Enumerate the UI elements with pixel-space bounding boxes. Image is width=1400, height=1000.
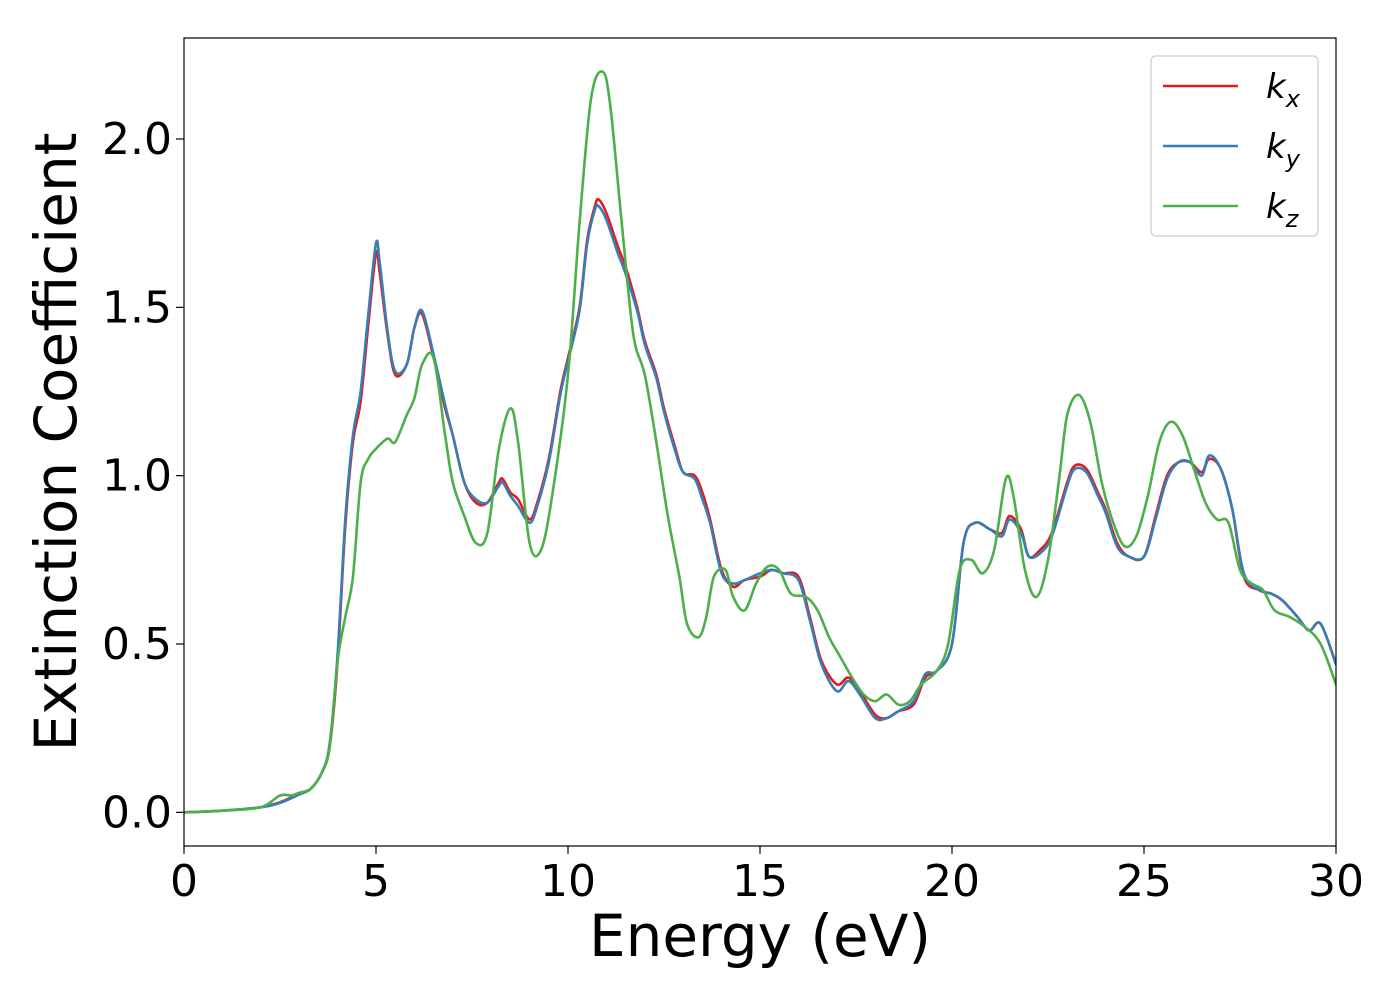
x-axis-ticks: 0 5 10 15 20 25 30 [170,846,1364,907]
x-tick-label: 20 [924,856,980,907]
x-tick-label: 0 [170,856,198,907]
x-tick-label: 25 [1116,856,1172,907]
y-tick-label: 0.0 [102,787,172,838]
x-tick-label: 30 [1308,856,1364,907]
plot-area [183,37,1337,847]
series-line-y [184,203,1336,814]
y-axis-ticks: 0.0 0.5 1.0 1.5 2.0 [102,114,184,838]
x-tick-label: 10 [540,856,596,907]
y-tick-label: 2.0 [102,114,172,165]
series-layer [184,70,1336,814]
y-tick-label: 1.0 [102,451,172,502]
x-axis-title: Energy (eV) [589,902,931,970]
y-tick-label: 1.5 [102,282,172,333]
x-tick-label: 5 [362,856,390,907]
y-tick-label: 0.5 [102,619,172,670]
y-axis-title: Extinction Coefficient [22,133,90,752]
legend-label-y: ky [1266,127,1301,173]
legend-label-x: kx [1266,67,1301,113]
x-tick-label: 15 [732,856,788,907]
series-line-z [184,70,1336,814]
